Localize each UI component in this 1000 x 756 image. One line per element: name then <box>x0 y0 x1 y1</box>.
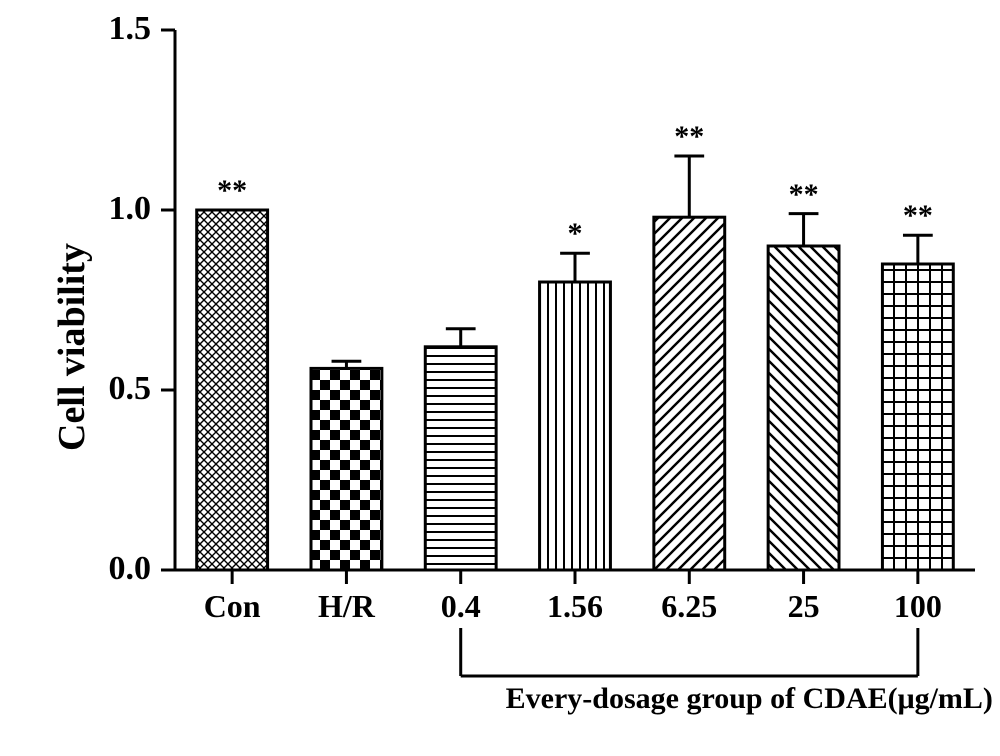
x-tick-label: H/R <box>289 588 403 625</box>
significance-label: ** <box>202 174 262 208</box>
bar <box>311 368 382 570</box>
x-tick-label: 6.25 <box>632 588 746 625</box>
bar <box>197 210 268 570</box>
bar <box>882 264 953 570</box>
x-tick-label: 1.56 <box>518 588 632 625</box>
y-tick-label: 0.0 <box>0 550 151 588</box>
x-group-caption: Every-dosage group of CDAE(μg/mL) <box>429 682 1000 716</box>
significance-label: ** <box>888 199 948 233</box>
bar <box>768 246 839 570</box>
significance-label: * <box>545 217 605 251</box>
bar <box>654 217 725 570</box>
y-tick-label: 1.5 <box>0 10 151 48</box>
significance-label: ** <box>659 120 719 154</box>
y-tick-label: 1.0 <box>0 190 151 228</box>
x-tick-label: 25 <box>746 588 860 625</box>
x-tick-label: 0.4 <box>404 588 518 625</box>
bar <box>425 347 496 570</box>
figure-root: Cell viability 0.0 0.5 1.0 1.5 ConH/R0.41.5… <box>0 0 1000 756</box>
y-axis-title: Cell viability <box>50 243 94 451</box>
significance-label: ** <box>774 178 834 212</box>
x-tick-label: 100 <box>861 588 975 625</box>
y-tick-label: 0.5 <box>0 370 151 408</box>
x-tick-label: Con <box>175 588 289 625</box>
bar <box>540 282 611 570</box>
